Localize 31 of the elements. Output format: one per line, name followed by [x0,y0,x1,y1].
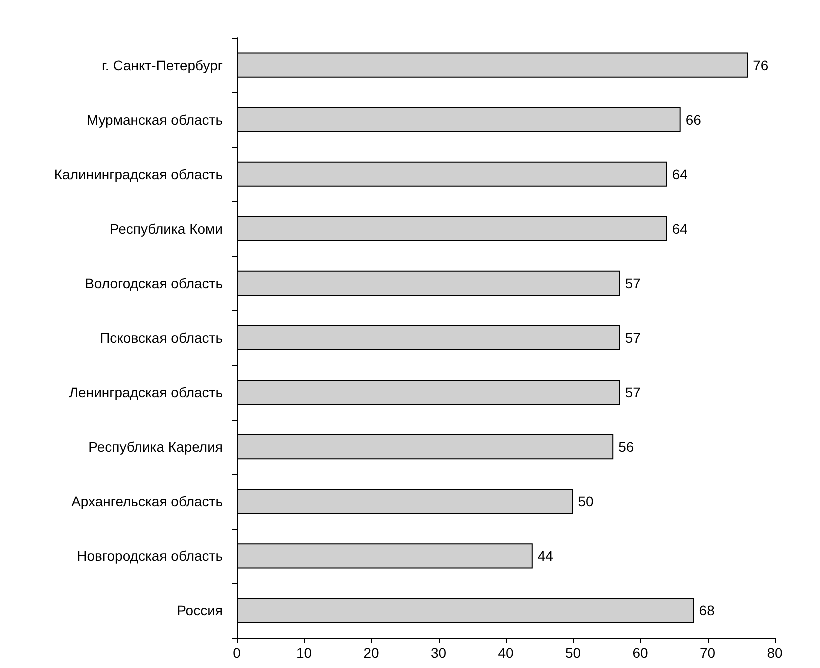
data-label: 64 [672,220,688,237]
x-tick-label: 60 [632,645,648,661]
data-label: 57 [625,384,642,401]
data-label: 64 [672,166,688,182]
x-tick-label: 10 [296,645,312,661]
x-tick-label: 0 [233,645,242,661]
y-tick-label: Калининградская область [54,166,223,182]
y-tick-label: Архангельская область [72,494,223,510]
y-tick-label: Мурманская область [86,112,223,128]
data-label: 76 [753,57,769,74]
data-label: 68 [699,602,716,619]
data-label: 50 [578,494,594,510]
y-tick-label: Вологодская область [85,275,223,292]
y-tick-label: Ленинградская область [69,384,223,401]
y-tick-label: Россия [177,602,223,619]
data-label: 44 [538,548,554,564]
data-label: 57 [625,275,642,292]
x-tick-label: 50 [565,645,582,661]
x-tick-label: 40 [498,645,514,661]
data-label: 57 [625,330,642,346]
x-tick-label: 70 [700,645,716,661]
x-tick-label: 20 [364,645,380,661]
y-tick-label: Новгородская область [77,548,223,564]
y-tick-label: Республика Карелия [88,439,223,456]
x-tick-label: 80 [767,645,783,661]
y-tick-label: Республика Коми [110,220,223,237]
y-tick-label: Псковская область [100,330,223,346]
y-tick-label: г. Санкт-Петербург [102,57,223,74]
data-label: 66 [686,112,702,128]
x-tick-label: 30 [430,645,447,661]
data-label: 56 [618,439,634,456]
